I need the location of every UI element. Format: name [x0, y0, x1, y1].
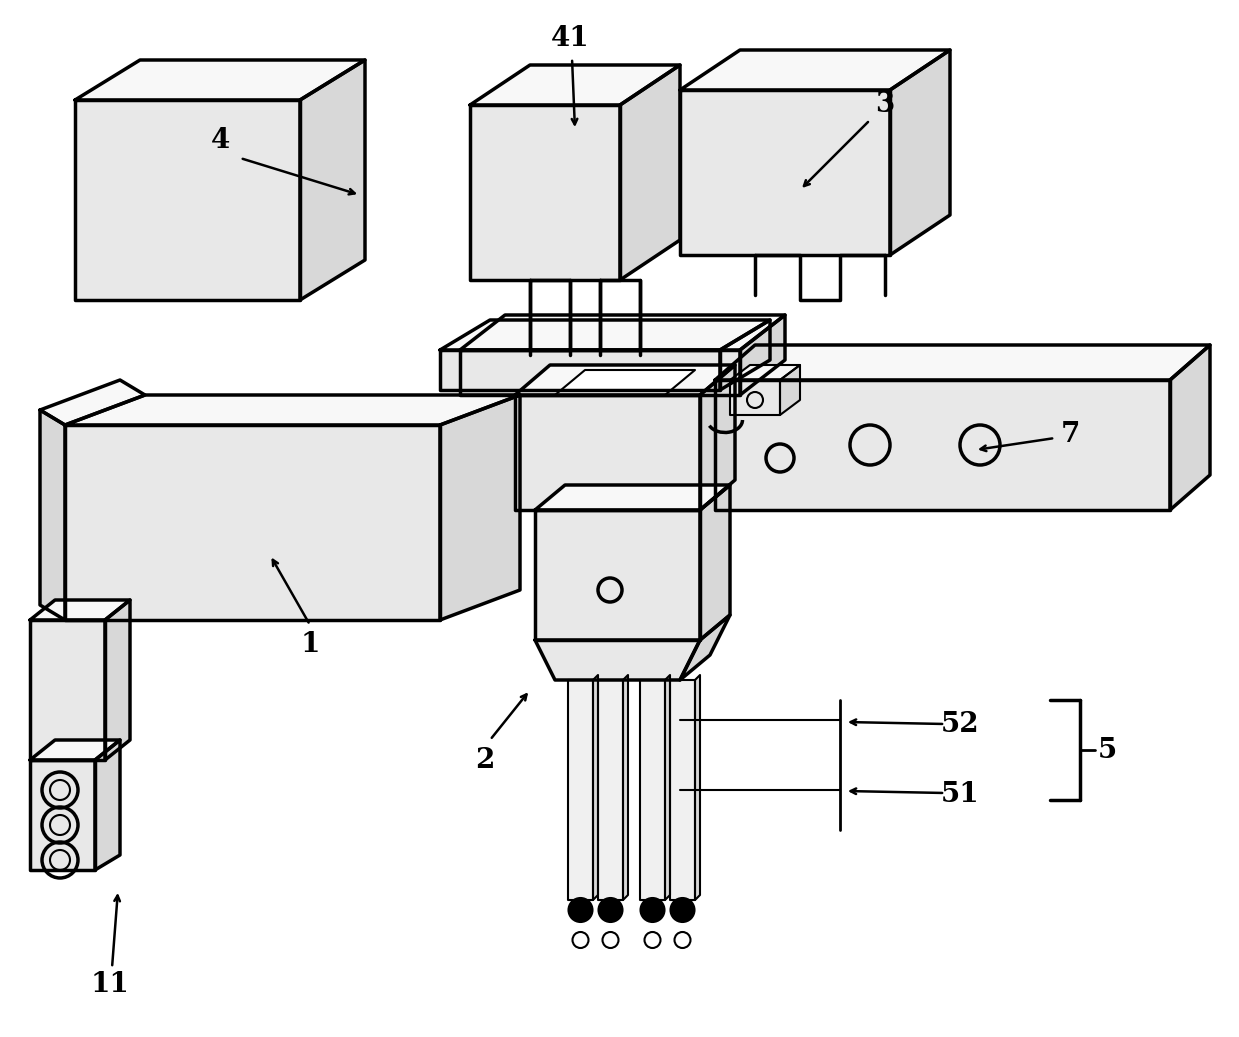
Polygon shape — [535, 485, 730, 510]
Text: 5: 5 — [1098, 736, 1118, 763]
Polygon shape — [95, 740, 120, 870]
Polygon shape — [781, 365, 800, 415]
Polygon shape — [30, 760, 95, 870]
Polygon shape — [470, 105, 620, 280]
Text: 7: 7 — [1061, 421, 1079, 448]
Polygon shape — [535, 510, 700, 640]
Text: 11: 11 — [90, 972, 129, 999]
Polygon shape — [600, 280, 641, 351]
Polygon shape — [670, 680, 695, 900]
Text: 4: 4 — [211, 127, 229, 153]
Polygon shape — [620, 65, 680, 280]
Polygon shape — [515, 395, 700, 510]
Polygon shape — [680, 50, 950, 90]
Circle shape — [569, 898, 592, 922]
Polygon shape — [76, 60, 366, 100]
Polygon shape — [730, 380, 781, 415]
Text: 51: 51 — [940, 782, 979, 809]
Polygon shape — [515, 365, 735, 395]
Polygon shape — [700, 365, 735, 510]
Polygon shape — [555, 370, 695, 395]
Polygon shape — [700, 485, 730, 640]
Polygon shape — [641, 680, 665, 900]
Polygon shape — [105, 600, 130, 760]
Text: 52: 52 — [940, 711, 979, 738]
Polygon shape — [593, 675, 598, 900]
Polygon shape — [623, 675, 628, 900]
Polygon shape — [30, 620, 105, 760]
Polygon shape — [40, 410, 64, 620]
Polygon shape — [567, 680, 593, 900]
Polygon shape — [64, 395, 520, 425]
Polygon shape — [890, 50, 950, 255]
Polygon shape — [535, 640, 700, 680]
Polygon shape — [715, 380, 1170, 510]
Circle shape — [641, 898, 664, 922]
Polygon shape — [440, 395, 520, 620]
Polygon shape — [740, 315, 786, 395]
Polygon shape — [40, 380, 145, 425]
Polygon shape — [440, 320, 769, 351]
Polygon shape — [695, 675, 700, 900]
Text: 1: 1 — [300, 632, 320, 658]
Polygon shape — [720, 320, 769, 390]
Polygon shape — [64, 425, 440, 620]
Polygon shape — [730, 365, 800, 380]
Polygon shape — [300, 60, 366, 300]
Polygon shape — [680, 615, 730, 680]
Polygon shape — [680, 90, 890, 255]
Text: 3: 3 — [876, 91, 895, 118]
Polygon shape — [460, 315, 786, 351]
Polygon shape — [30, 600, 130, 620]
Polygon shape — [530, 280, 570, 351]
Polygon shape — [470, 65, 680, 105]
Polygon shape — [440, 351, 720, 390]
Polygon shape — [665, 675, 670, 900]
Circle shape — [670, 898, 695, 922]
Polygon shape — [460, 351, 740, 395]
Polygon shape — [30, 740, 120, 760]
Circle shape — [598, 898, 622, 922]
Polygon shape — [598, 680, 623, 900]
Text: 41: 41 — [550, 25, 590, 52]
Text: 2: 2 — [476, 747, 494, 774]
Polygon shape — [715, 345, 1211, 380]
Polygon shape — [76, 100, 300, 300]
Polygon shape — [1170, 345, 1211, 510]
